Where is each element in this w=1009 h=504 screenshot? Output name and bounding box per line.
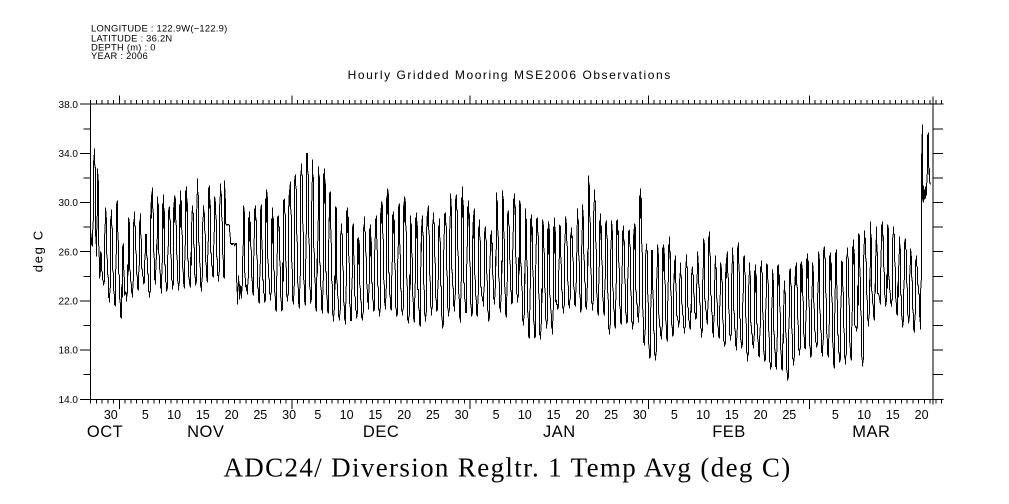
svg-text:26.0: 26.0 xyxy=(59,247,79,258)
svg-text:deg C: deg C xyxy=(31,229,46,272)
svg-text:20: 20 xyxy=(225,408,239,422)
svg-text:DEPTH (m) : 0: DEPTH (m) : 0 xyxy=(91,42,156,53)
svg-text:Hourly Gridded Mooring MSE2006: Hourly Gridded Mooring MSE2006 Observati… xyxy=(348,68,672,82)
svg-text:30.0: 30.0 xyxy=(59,198,79,209)
svg-text:LATITUDE : 36.2N: LATITUDE : 36.2N xyxy=(91,33,172,44)
svg-text:14.0: 14.0 xyxy=(59,395,79,406)
svg-text:25: 25 xyxy=(604,408,618,422)
svg-text:22.0: 22.0 xyxy=(59,297,79,308)
svg-text:10: 10 xyxy=(340,408,354,422)
svg-text:30: 30 xyxy=(633,408,647,422)
svg-text:20: 20 xyxy=(754,408,768,422)
svg-text:NOV: NOV xyxy=(187,423,224,441)
svg-text:20: 20 xyxy=(397,408,411,422)
svg-text:10: 10 xyxy=(518,408,532,422)
svg-text:5: 5 xyxy=(671,408,678,422)
svg-text:30: 30 xyxy=(282,408,296,422)
svg-text:20: 20 xyxy=(575,408,589,422)
svg-text:10: 10 xyxy=(696,408,710,422)
svg-text:20: 20 xyxy=(915,408,929,422)
svg-text:30: 30 xyxy=(104,408,118,422)
svg-text:25: 25 xyxy=(426,408,440,422)
svg-text:FEB: FEB xyxy=(712,423,746,441)
svg-text:JAN: JAN xyxy=(543,423,576,441)
svg-text:5: 5 xyxy=(832,408,839,422)
svg-text:15: 15 xyxy=(725,408,739,422)
svg-text:34.0: 34.0 xyxy=(59,149,79,160)
svg-text:25: 25 xyxy=(253,408,267,422)
svg-text:15: 15 xyxy=(196,408,210,422)
svg-text:5: 5 xyxy=(142,408,149,422)
svg-text:15: 15 xyxy=(547,408,561,422)
svg-text:5: 5 xyxy=(314,408,321,422)
svg-text:ADC24/ Diversion Regltr. 1 Tem: ADC24/ Diversion Regltr. 1 Temp Avg (deg… xyxy=(223,453,791,483)
svg-text:18.0: 18.0 xyxy=(59,346,79,357)
svg-text:10: 10 xyxy=(857,408,871,422)
svg-text:DEC: DEC xyxy=(363,423,399,441)
svg-text:15: 15 xyxy=(368,408,382,422)
svg-text:30: 30 xyxy=(455,408,469,422)
svg-text:LONGITUDE : 122.9W(−122.9): LONGITUDE : 122.9W(−122.9) xyxy=(91,22,228,33)
svg-text:OCT: OCT xyxy=(87,423,123,441)
svg-text:MAR: MAR xyxy=(852,423,890,441)
svg-text:25: 25 xyxy=(782,408,796,422)
svg-text:38.0: 38.0 xyxy=(59,100,79,111)
svg-text:5: 5 xyxy=(493,408,500,422)
svg-text:15: 15 xyxy=(886,408,900,422)
svg-text:YEAR : 2006: YEAR : 2006 xyxy=(91,50,148,61)
svg-text:10: 10 xyxy=(167,408,181,422)
